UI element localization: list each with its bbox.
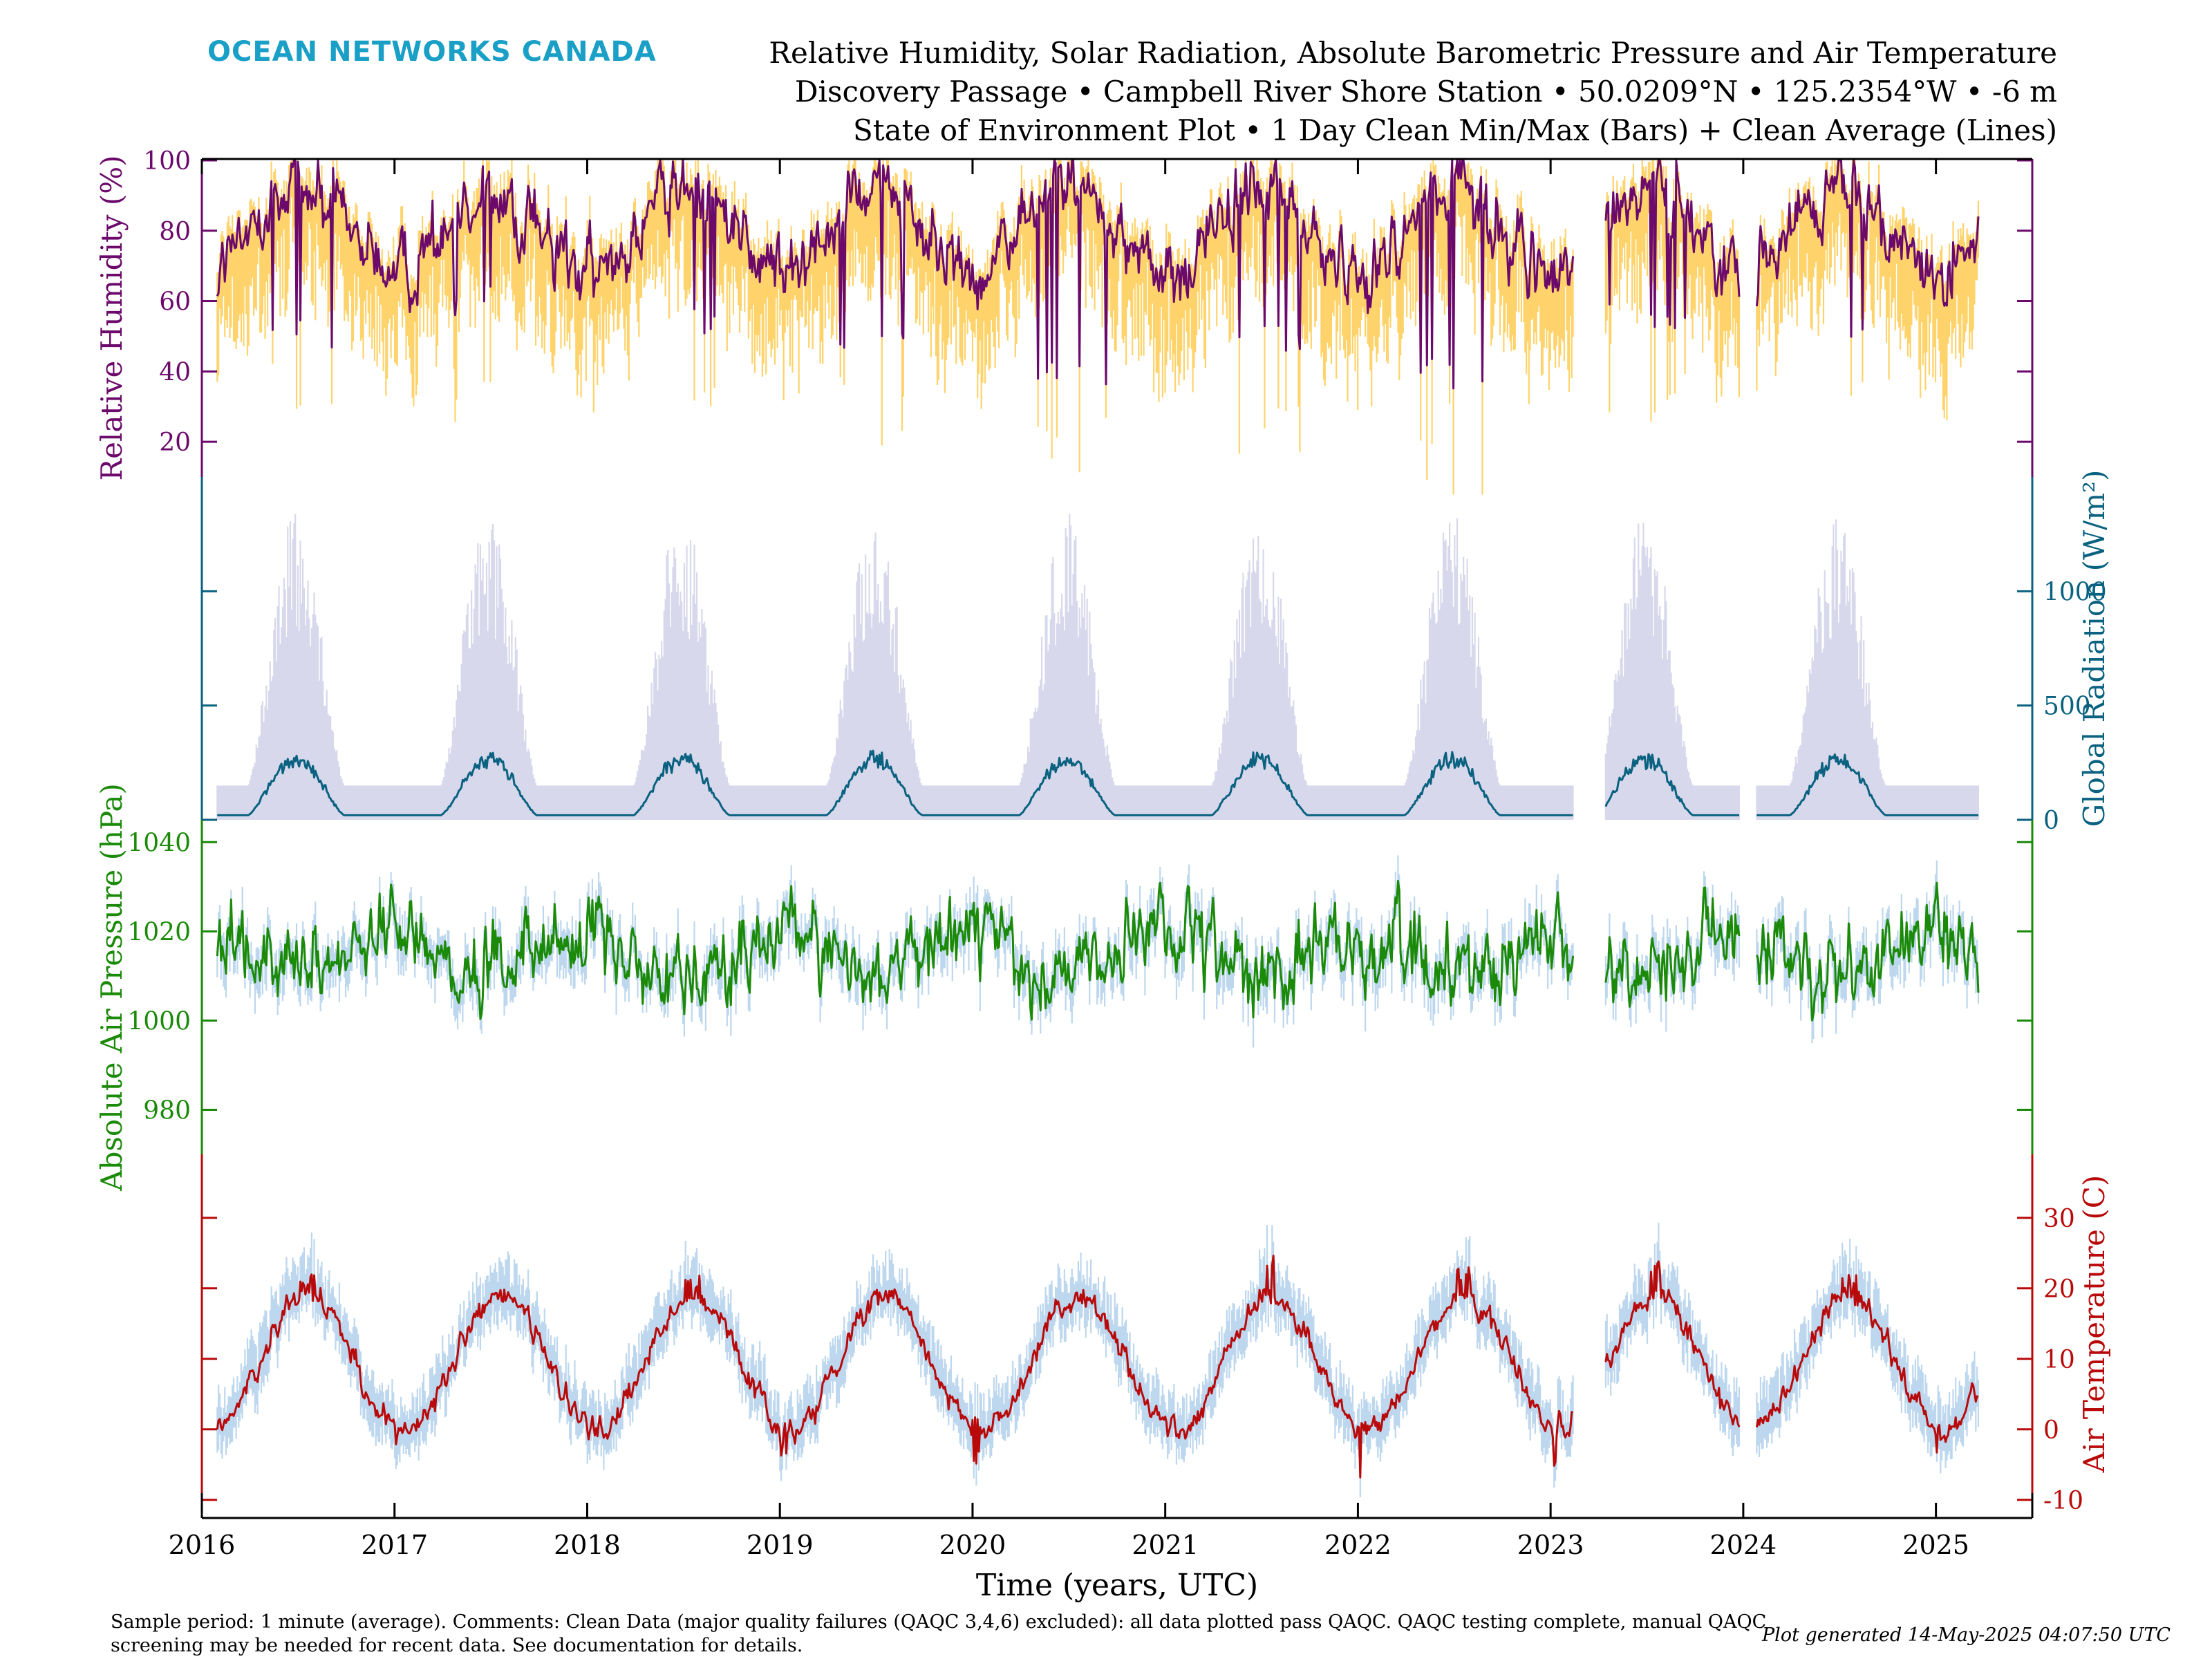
- chart-title-line-2: Discovery Passage • Campbell River Shore…: [794, 75, 2057, 109]
- chart-title-line-3: State of Environment Plot • 1 Day Clean …: [852, 113, 2057, 147]
- min-max-bars-layer: [216, 160, 1980, 1497]
- ocean-networks-canada-logo: OCEAN NETWORKS CANADA: [207, 36, 657, 68]
- temperature-min-max-bars: [216, 1222, 1980, 1497]
- radiation-min-max-bars: [216, 514, 1980, 820]
- chart-title-line-1: Relative Humidity, Solar Radiation, Abso…: [769, 36, 2057, 70]
